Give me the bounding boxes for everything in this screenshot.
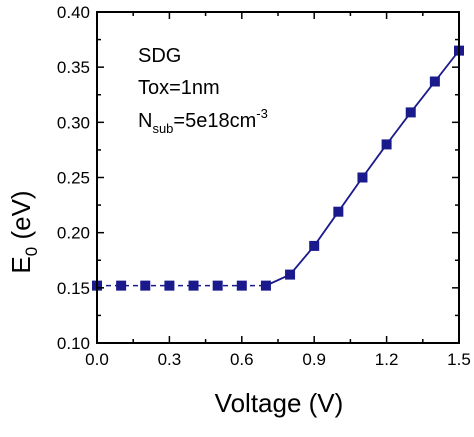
y-tick-label: 0.35 — [57, 58, 90, 77]
annotation-line-1: SDG — [138, 45, 181, 67]
x-axis-title: Voltage (V) — [215, 388, 344, 418]
x-tick-label: 0.6 — [230, 350, 254, 369]
data-point — [405, 107, 416, 118]
data-point — [309, 240, 320, 251]
data-point — [116, 280, 127, 291]
data-point — [285, 269, 296, 280]
y-tick-label: 0.40 — [57, 3, 90, 22]
y-tick-label: 0.30 — [57, 113, 90, 132]
annotation-line-2: Tox=1nm — [138, 77, 220, 99]
y-tick-label: 0.20 — [57, 224, 90, 243]
data-point — [260, 280, 271, 291]
y-axis-title-sub: 0 — [22, 247, 41, 256]
x-tick-label: 0.9 — [302, 350, 326, 369]
y-tick-label: 0.25 — [57, 169, 90, 188]
data-point — [212, 280, 223, 291]
data-point — [188, 280, 199, 291]
annotation-n: N — [138, 110, 152, 132]
data-point — [381, 139, 392, 150]
y-axis-title-main: E — [6, 256, 36, 273]
data-point — [333, 206, 344, 217]
data-point — [140, 280, 151, 291]
y-axis-title-unit: (eV) — [6, 190, 36, 246]
x-tick-label: 0.0 — [85, 350, 109, 369]
y-axis-title: E0 (eV) — [6, 190, 41, 273]
y-tick-label: 0.15 — [57, 279, 90, 298]
annotation-n-sub: sub — [152, 121, 173, 136]
data-point — [236, 280, 247, 291]
data-point — [357, 172, 368, 183]
x-tick-label: 1.5 — [447, 350, 471, 369]
y-tick-label: 0.10 — [57, 334, 90, 353]
data-point — [429, 76, 440, 87]
annotation-doping: =5e18cm — [173, 110, 256, 132]
annotation-exponent: -3 — [256, 106, 268, 121]
x-tick-label: 1.2 — [375, 350, 399, 369]
annotation-line-3: Nsub=5e18cm-3 — [138, 106, 268, 136]
data-point — [164, 280, 175, 291]
x-tick-label: 0.3 — [158, 350, 182, 369]
axes-layer: 0.0 0.3 0.6 0.9 1.2 1.5 0.10 0.15 0.20 0.25 0.30 0.… — [57, 3, 471, 369]
